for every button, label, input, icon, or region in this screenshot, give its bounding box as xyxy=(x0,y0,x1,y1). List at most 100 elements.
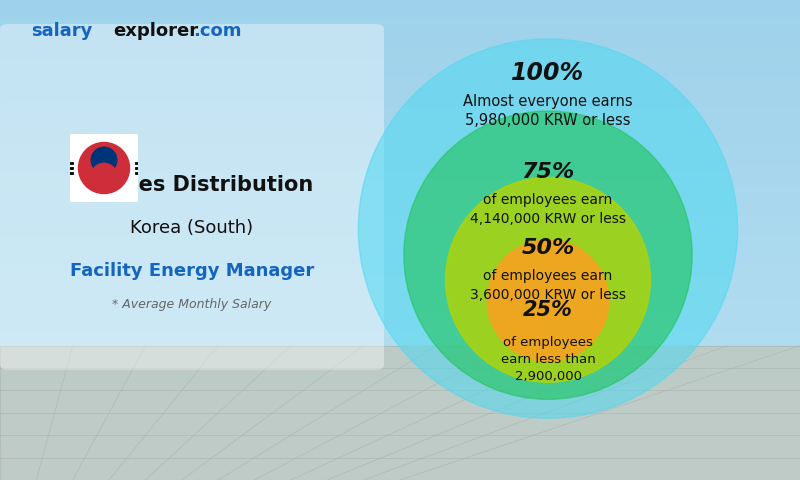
Bar xyxy=(0,168,800,174)
Bar xyxy=(0,54,800,60)
Bar xyxy=(0,240,800,246)
Bar xyxy=(0,282,800,288)
Bar xyxy=(0,348,800,354)
Bar xyxy=(0,12,800,18)
Text: Korea (South): Korea (South) xyxy=(130,219,254,237)
Bar xyxy=(0,264,800,270)
Bar xyxy=(0,174,800,180)
Bar xyxy=(0,384,800,390)
Circle shape xyxy=(78,143,130,193)
Bar xyxy=(0,324,800,330)
Bar xyxy=(0,24,800,30)
Bar xyxy=(0,186,800,192)
Bar xyxy=(0,288,800,294)
Text: of employees
earn less than
2,900,000: of employees earn less than 2,900,000 xyxy=(501,336,595,383)
Bar xyxy=(0,192,800,198)
Bar xyxy=(0,402,800,408)
Text: of employees earn
3,600,000 KRW or less: of employees earn 3,600,000 KRW or less xyxy=(470,269,626,302)
Bar xyxy=(0,252,800,258)
Bar xyxy=(0,438,800,444)
Bar xyxy=(0,462,800,468)
Text: Almost everyone earns
5,980,000 KRW or less: Almost everyone earns 5,980,000 KRW or l… xyxy=(463,94,633,129)
Bar xyxy=(0,258,800,264)
Text: 25%: 25% xyxy=(523,300,573,320)
Bar xyxy=(0,246,800,252)
Bar xyxy=(0,306,800,312)
FancyBboxPatch shape xyxy=(0,24,384,370)
Bar xyxy=(0,346,800,480)
Circle shape xyxy=(487,240,609,361)
Bar xyxy=(0,210,800,216)
Circle shape xyxy=(358,39,738,418)
Bar xyxy=(0,48,800,54)
Bar xyxy=(0,294,800,300)
Bar xyxy=(0,102,800,108)
Bar xyxy=(0,144,800,150)
Bar xyxy=(0,66,800,72)
Bar xyxy=(0,156,800,162)
Text: salary: salary xyxy=(30,22,92,40)
Bar xyxy=(0,150,800,156)
Text: 50%: 50% xyxy=(522,238,574,258)
Text: 75%: 75% xyxy=(522,162,574,182)
Bar xyxy=(0,456,800,462)
Bar xyxy=(0,414,800,420)
Circle shape xyxy=(76,140,132,196)
Bar xyxy=(0,126,800,132)
Bar xyxy=(0,84,800,90)
Bar xyxy=(0,300,800,306)
Bar xyxy=(0,30,800,36)
Text: .com: .com xyxy=(194,22,242,40)
Bar xyxy=(0,114,800,120)
Bar xyxy=(0,312,800,318)
Bar xyxy=(0,132,800,138)
Bar xyxy=(0,204,800,210)
Bar xyxy=(0,72,800,78)
Bar xyxy=(0,162,800,168)
Bar xyxy=(0,444,800,450)
Text: explorer: explorer xyxy=(114,22,198,40)
Bar xyxy=(0,228,800,234)
Circle shape xyxy=(91,147,117,173)
Bar xyxy=(0,474,800,480)
Bar xyxy=(0,342,800,348)
Bar xyxy=(0,372,800,378)
Bar xyxy=(0,354,800,360)
Bar xyxy=(0,90,800,96)
Bar xyxy=(0,0,800,6)
Bar xyxy=(0,198,800,204)
Bar xyxy=(0,6,800,12)
Bar xyxy=(0,180,800,186)
Bar xyxy=(0,360,800,366)
Bar xyxy=(0,42,800,48)
Bar xyxy=(0,78,800,84)
Bar xyxy=(0,96,800,102)
Circle shape xyxy=(91,163,117,189)
Bar xyxy=(0,426,800,432)
Bar xyxy=(0,276,800,282)
Bar xyxy=(0,336,800,342)
Circle shape xyxy=(404,111,692,399)
Text: Salaries Distribution: Salaries Distribution xyxy=(71,175,313,195)
Bar xyxy=(0,432,800,438)
Bar xyxy=(0,390,800,396)
Bar xyxy=(0,18,800,24)
Bar xyxy=(0,450,800,456)
Bar xyxy=(0,138,800,144)
Bar xyxy=(0,216,800,222)
Text: of employees earn
4,140,000 KRW or less: of employees earn 4,140,000 KRW or less xyxy=(470,193,626,226)
Bar xyxy=(0,36,800,42)
Bar xyxy=(0,318,800,324)
Bar xyxy=(0,222,800,228)
Bar xyxy=(0,270,800,276)
Bar xyxy=(0,420,800,426)
Bar xyxy=(0,378,800,384)
Text: 100%: 100% xyxy=(511,61,585,85)
Text: Facility Energy Manager: Facility Energy Manager xyxy=(70,262,314,280)
Bar xyxy=(0,396,800,402)
Bar xyxy=(0,330,800,336)
Bar xyxy=(0,108,800,114)
Text: * Average Monthly Salary: * Average Monthly Salary xyxy=(112,298,272,312)
Bar xyxy=(0,120,800,126)
Circle shape xyxy=(446,178,650,382)
